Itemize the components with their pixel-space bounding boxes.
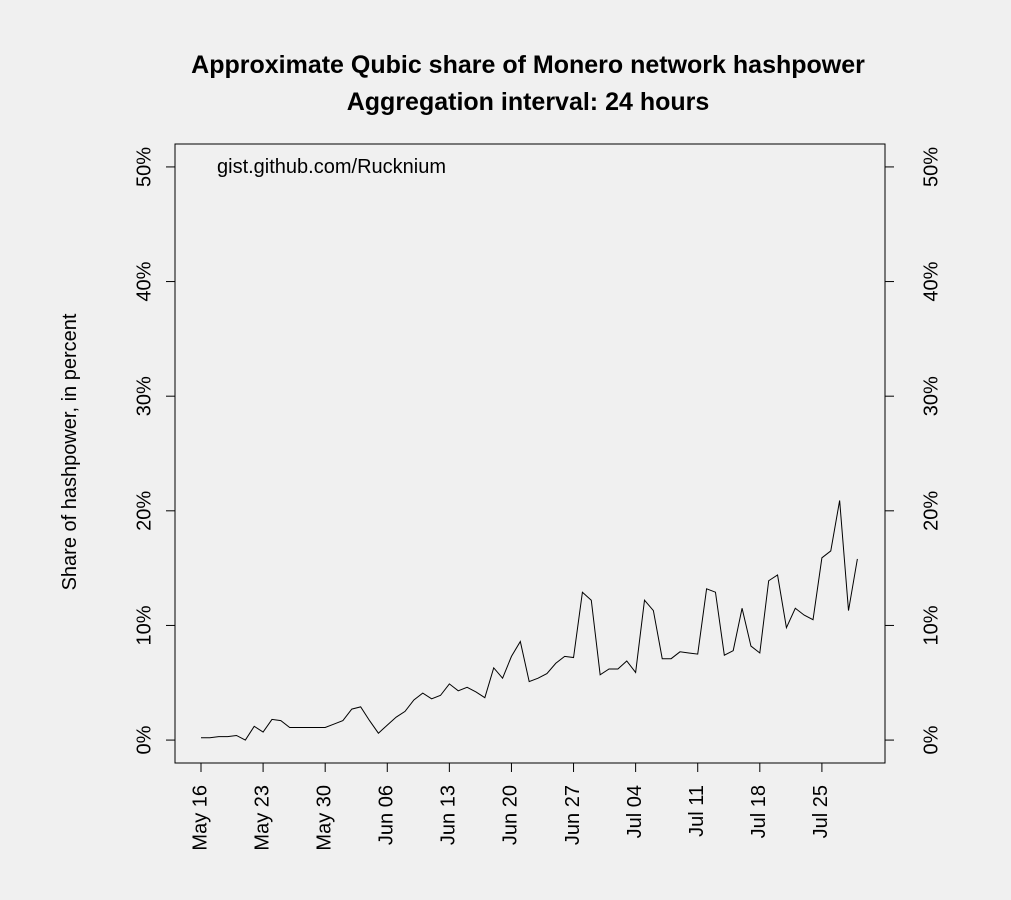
y-tick-label: 20% <box>133 491 155 531</box>
x-tick-label: Jul 04 <box>624 785 646 838</box>
x-tick-label: Jul 25 <box>810 785 832 838</box>
x-tick-label: Jun 20 <box>500 785 522 845</box>
x-tick-label: May 23 <box>251 785 273 851</box>
annotation: gist.github.com/Rucknium <box>217 156 446 178</box>
y2-tick-label: 20% <box>920 491 942 531</box>
y2-tick-label: 30% <box>920 376 942 416</box>
x-tick-label: May 16 <box>189 785 211 851</box>
y2-tick-label: 50% <box>920 147 942 187</box>
y-axis-label: Share of hashpower, in percent <box>59 313 81 590</box>
y-tick-label: 40% <box>133 261 155 301</box>
y-tick-label: 0% <box>133 725 155 754</box>
y2-tick-label: 0% <box>920 725 942 754</box>
x-tick-label: Jun 06 <box>376 785 398 845</box>
y-tick-label: 30% <box>133 376 155 416</box>
x-tick-label: Jul 18 <box>748 785 770 838</box>
chart-title: Approximate Qubic share of Monero networ… <box>191 51 865 79</box>
x-tick-label: Jun 13 <box>438 785 460 845</box>
y-tick-label: 10% <box>133 605 155 645</box>
x-tick-label: Jul 11 <box>686 785 708 837</box>
x-tick-label: Jun 27 <box>562 785 584 845</box>
y2-tick-label: 10% <box>920 605 942 645</box>
chart-subtitle: Aggregation interval: 24 hours <box>347 88 710 116</box>
data-line <box>201 500 858 741</box>
y2-tick-label: 40% <box>920 261 942 301</box>
plot-frame <box>174 143 886 764</box>
x-tick-label: May 30 <box>313 785 335 851</box>
y-tick-label: 50% <box>133 147 155 187</box>
